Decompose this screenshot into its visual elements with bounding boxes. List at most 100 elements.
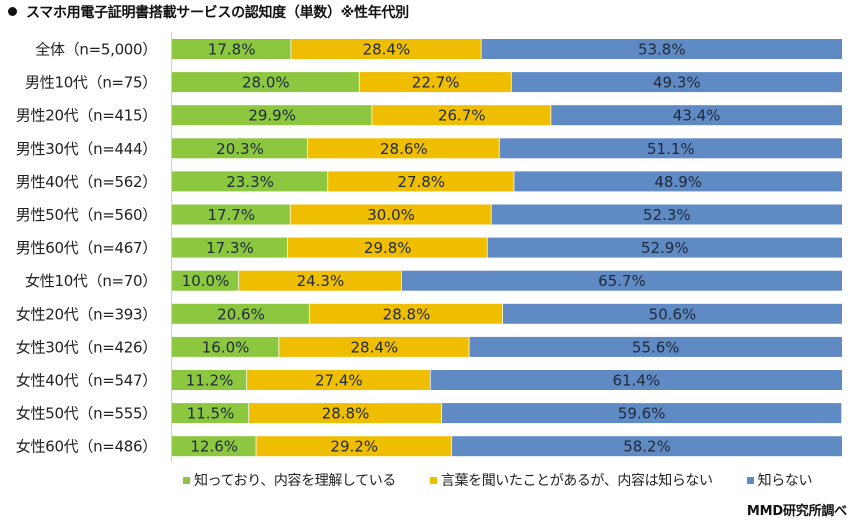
category-label: 女性50代（n=555） <box>16 405 157 423</box>
bar-segment-understand <box>172 39 292 59</box>
bar-segment-unknown <box>491 204 842 225</box>
legend-swatch-blue <box>746 476 754 484</box>
bar-segment-heard-only <box>328 171 515 192</box>
chart-legend: 知っており、内容を理解している 言葉を聞いたことがあるが、内容は知らない 知らな… <box>183 469 812 491</box>
bar-segment-understand <box>172 303 311 324</box>
category-label: 女性40代（n=547） <box>16 372 157 390</box>
category-label: 男性60代（n=467） <box>16 239 157 257</box>
legend-swatch-yellow <box>429 476 437 484</box>
bar-segment-unknown <box>442 403 842 424</box>
stacked-bar-chart: 全体（n=5,000） 17.8% 28.4% 53.8% 男性10代（n=75） 28.… <box>16 32 842 463</box>
data-label: 11.5% <box>187 405 235 423</box>
data-label: 23.3% <box>226 173 274 191</box>
data-label: 28.4% <box>363 41 411 59</box>
legend-item-heard-only: 言葉を聞いたことがあるが、内容は知らない <box>429 470 713 490</box>
bar-row: 男性60代（n=467） 17.3% 29.8% 52.9% <box>16 237 842 258</box>
bar-segment-heard-only <box>310 303 503 324</box>
data-label: 20.3% <box>216 140 264 158</box>
bar-segment-heard-only <box>287 237 488 258</box>
data-label: 28.4% <box>351 338 399 356</box>
data-label: 55.6% <box>632 338 680 356</box>
bar-segment-heard-only <box>247 370 431 390</box>
data-label: 52.9% <box>641 239 689 257</box>
category-label: 男性10代（n=75） <box>25 74 157 92</box>
bar-segment-understand <box>172 270 239 291</box>
bar-segment-understand <box>172 370 248 390</box>
data-label: 51.1% <box>647 140 695 158</box>
bar-segment-understand <box>172 171 329 192</box>
bar-segment-unknown <box>502 303 842 324</box>
data-label: 61.4% <box>612 372 660 390</box>
legend-label: 知らない <box>757 473 813 489</box>
bar-segment-unknown <box>469 336 842 357</box>
data-label: 22.7% <box>412 74 460 92</box>
bar-row: 男性20代（n=415） 29.9% 26.7% 43.4% <box>16 105 842 126</box>
data-label: 50.6% <box>649 305 697 323</box>
bar-segment-unknown <box>511 72 842 93</box>
bar-segment-understand <box>172 204 291 225</box>
bar-segment-heard-only <box>239 270 402 291</box>
data-label: 11.2% <box>186 372 234 390</box>
data-label: 28.8% <box>383 305 431 323</box>
data-label: 53.8% <box>638 41 686 59</box>
data-label: 26.7% <box>438 107 486 125</box>
legend-swatch-green <box>183 476 190 484</box>
chart-title: スマホ用電子証明書搭載サービスの認知度（単数）※性年代別 <box>8 3 409 23</box>
bar-segment-heard-only <box>308 138 500 159</box>
data-label: 28.6% <box>380 140 428 158</box>
bar-row: 女性50代（n=555） 11.5% 28.8% 59.6% <box>16 403 842 424</box>
data-label: 29.9% <box>248 107 296 125</box>
data-label: 29.8% <box>364 239 412 257</box>
bar-row: 全体（n=5,000） 17.8% 28.4% 53.8% <box>35 39 842 59</box>
bar-segment-heard-only <box>256 436 453 457</box>
category-label: 女性10代（n=70） <box>25 272 157 290</box>
bar-segment-understand <box>172 403 250 424</box>
bar-segment-understand <box>172 138 309 159</box>
data-label: 27.4% <box>315 372 363 390</box>
category-label: 全体（n=5,000） <box>35 41 157 59</box>
bar-row: 男性10代（n=75） 28.0% 22.7% 49.3% <box>25 72 842 93</box>
bar-segment-understand <box>172 237 288 258</box>
data-label: 29.2% <box>330 438 378 456</box>
bar-row: 女性30代（n=426） 16.0% 28.4% 55.6% <box>16 336 842 357</box>
data-label: 16.0% <box>202 338 250 356</box>
data-label: 17.8% <box>208 41 256 59</box>
data-label: 48.9% <box>654 173 702 191</box>
bar-segment-understand <box>172 72 360 93</box>
legend-label: 知っており、内容を理解している <box>194 473 396 489</box>
bar-segment-unknown <box>499 138 842 159</box>
data-label: 65.7% <box>598 272 646 290</box>
data-label: 58.2% <box>623 438 671 456</box>
legend-item-understand: 知っており、内容を理解している <box>183 470 396 490</box>
data-label: 20.6% <box>217 305 265 323</box>
category-label: 女性20代（n=393） <box>16 305 157 323</box>
category-label: 女性60代（n=486） <box>16 438 157 456</box>
bar-segment-heard-only <box>279 336 470 357</box>
category-label: 男性40代（n=562） <box>16 173 157 191</box>
bar-segment-heard-only <box>291 39 482 59</box>
data-label: 59.6% <box>618 405 666 423</box>
bar-segment-understand <box>172 336 280 357</box>
bar-row: 男性40代（n=562） 23.3% 27.8% 48.9% <box>16 171 842 192</box>
data-label: 17.7% <box>207 206 255 224</box>
bar-row: 男性50代（n=560） 17.7% 30.0% 52.3% <box>16 204 842 225</box>
bar-segment-understand <box>172 105 373 126</box>
category-label: 女性30代（n=426） <box>16 338 157 356</box>
bar-segment-unknown <box>401 270 842 291</box>
data-label: 28.8% <box>322 405 370 423</box>
data-label: 24.3% <box>297 272 345 290</box>
category-label: 男性50代（n=560） <box>16 206 157 224</box>
data-label: 49.3% <box>653 74 701 92</box>
source-credit: MMD研究所調べ <box>746 504 847 519</box>
category-label: 男性30代（n=444） <box>16 140 157 158</box>
data-label: 10.0% <box>182 272 230 290</box>
data-label: 28.0% <box>242 74 290 92</box>
data-label: 43.4% <box>673 107 721 125</box>
bar-row: 女性10代（n=70） 10.0% 24.3% 65.7% <box>25 270 842 291</box>
data-label: 12.6% <box>190 438 238 456</box>
bar-segment-heard-only <box>290 204 492 225</box>
bullet-icon <box>8 7 17 16</box>
bar-row: 女性40代（n=547） 11.2% 27.4% 61.4% <box>16 370 842 390</box>
legend-label: 言葉を聞いたことがあるが、内容は知らない <box>440 473 713 489</box>
bar-segment-unknown <box>514 171 842 192</box>
